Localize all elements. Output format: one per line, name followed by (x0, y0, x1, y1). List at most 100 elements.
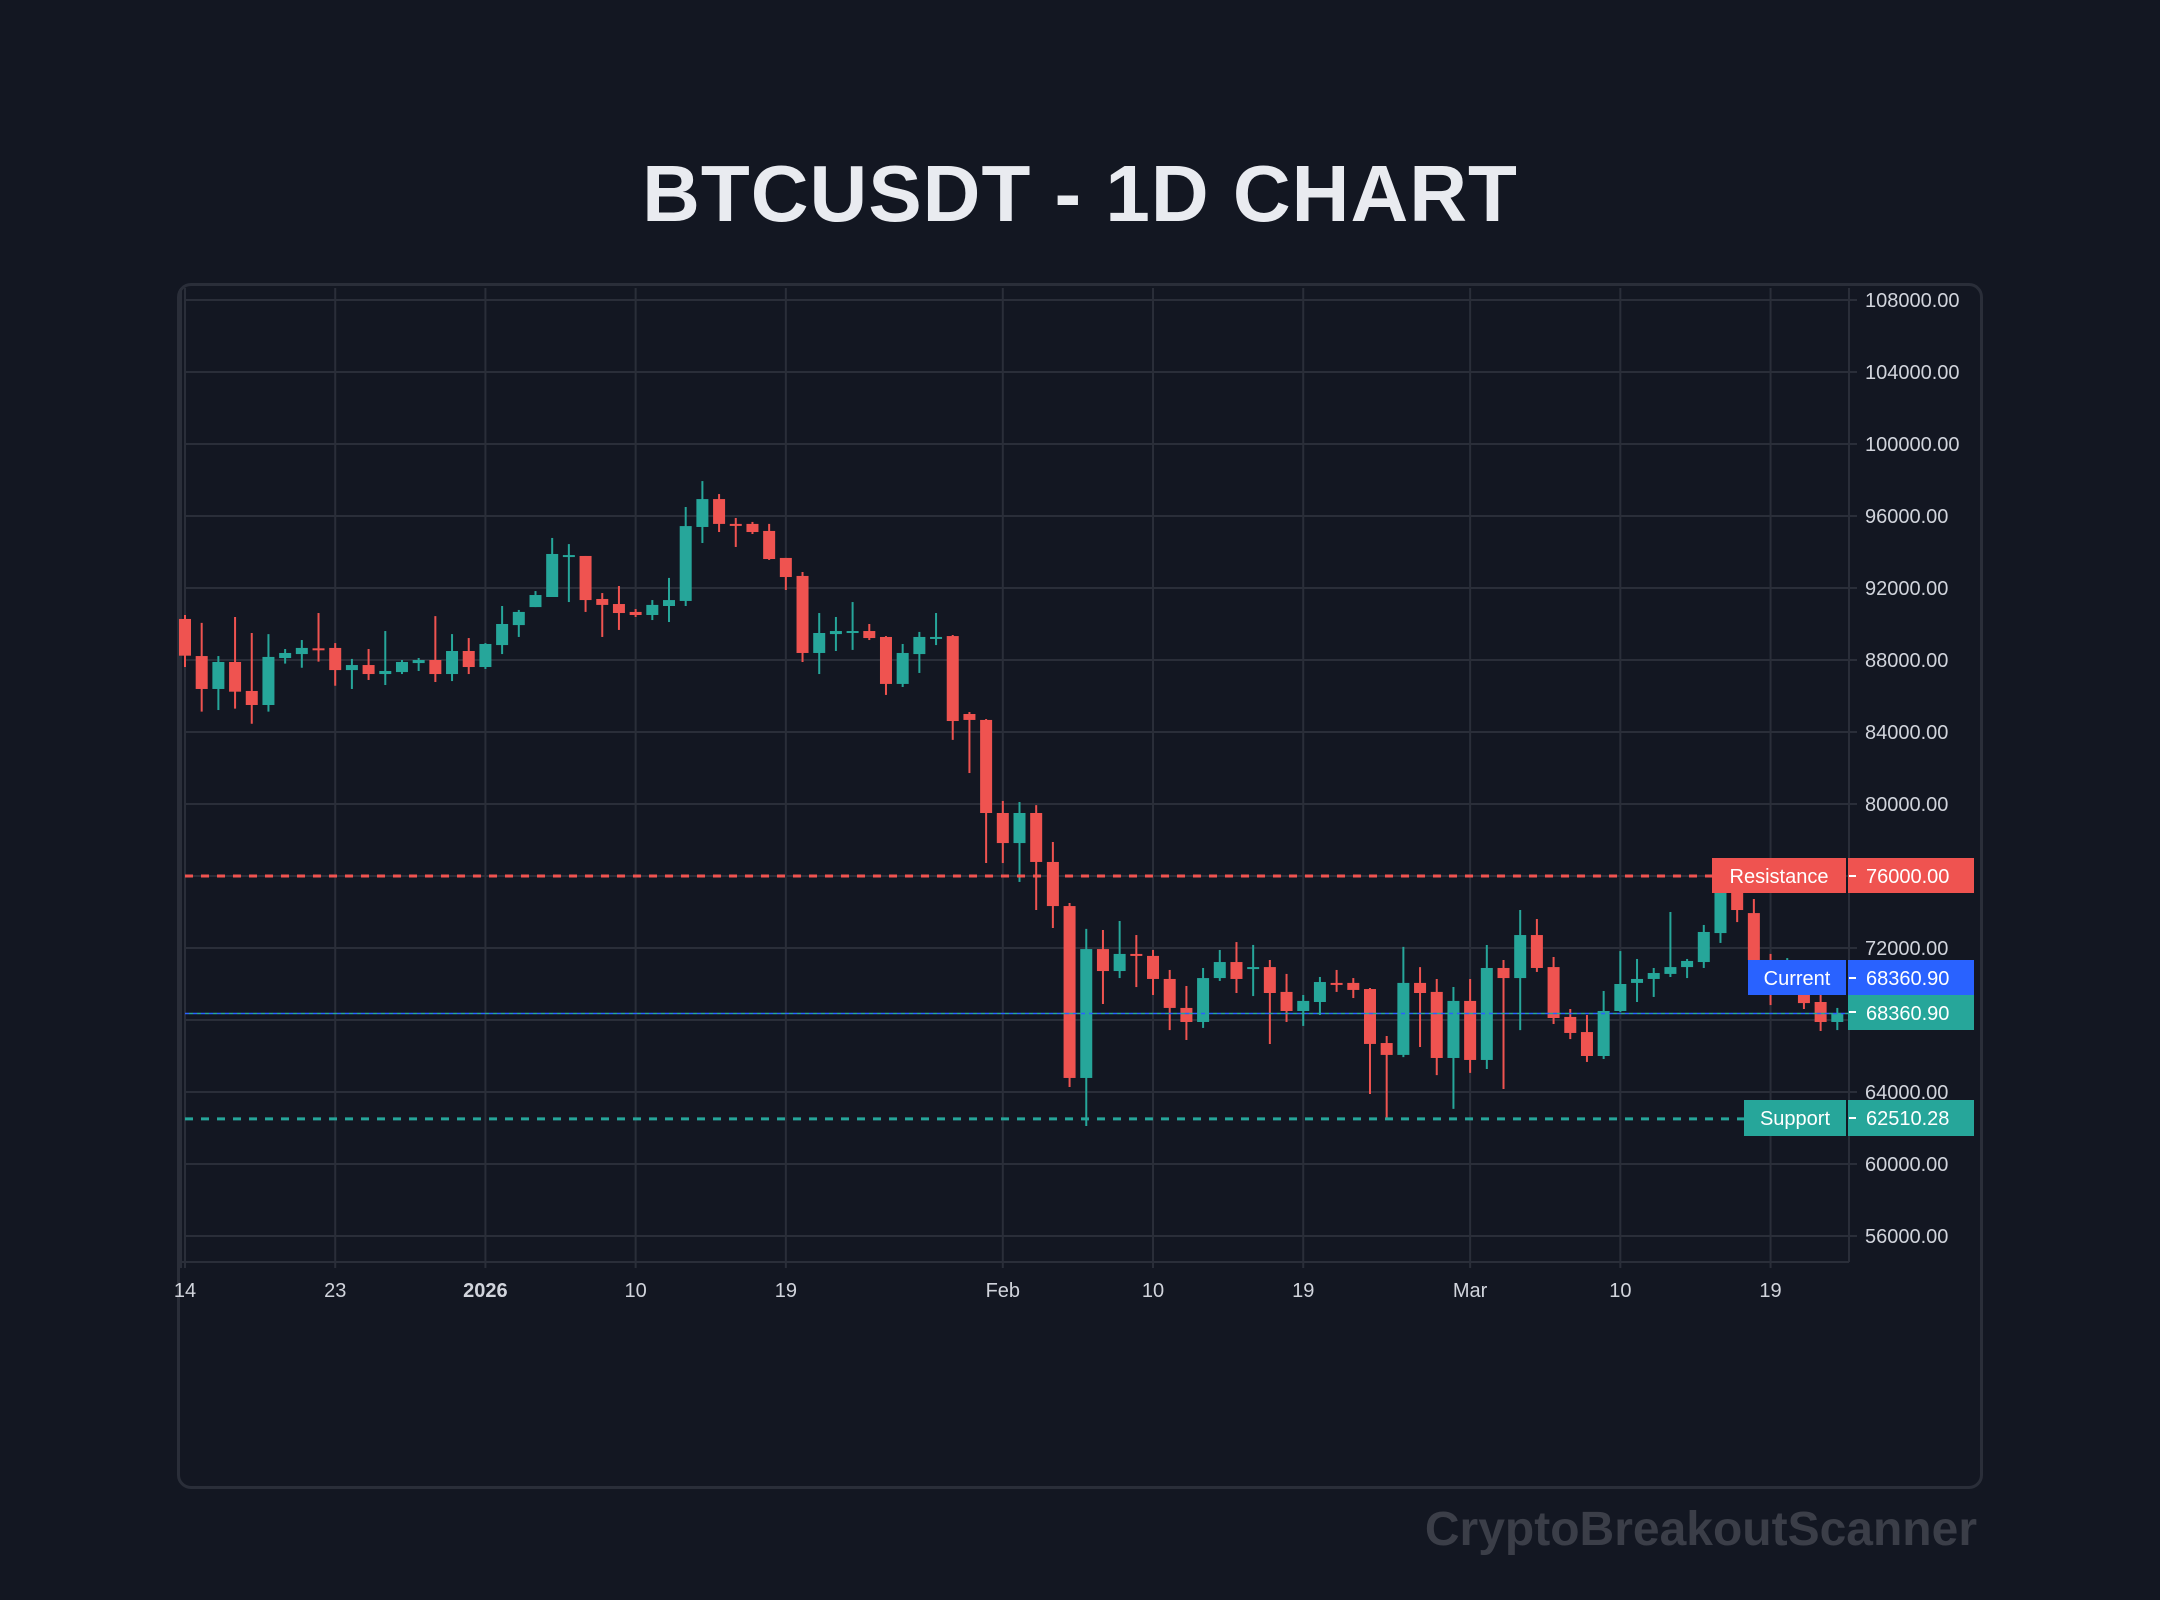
price-axis[interactable]: 108000.00 104000.00 100000.00 96000.00 92000… (1865, 290, 1960, 1248)
candle (763, 523, 776, 560)
x-tick-label: 10 (1609, 1280, 1631, 1302)
candle (1831, 1007, 1844, 1031)
resistance-tag: Resistance 76000.00 (1712, 858, 1974, 893)
candle (1664, 912, 1677, 977)
candle (1697, 924, 1710, 968)
candle (1046, 841, 1059, 929)
last-price: 68360.90 (1866, 1003, 1949, 1025)
y-tick-label: 64000.00 (1865, 1082, 1948, 1104)
candle (179, 615, 191, 668)
candle (646, 600, 659, 621)
candle (846, 602, 859, 650)
current-price: 68360.90 (1866, 968, 1949, 990)
support-label: Support (1760, 1108, 1830, 1130)
candle (612, 586, 625, 630)
candle (1447, 987, 1460, 1109)
candle (1213, 949, 1226, 981)
candle (1597, 991, 1610, 1060)
y-tick-label: 100000.00 (1865, 434, 1960, 456)
level-lines (185, 874, 1849, 1121)
current-tag: Current 68360.90 (1748, 960, 1974, 995)
x-tick-label: 14 (174, 1280, 196, 1302)
last-price-tag: 68360.90 (1848, 995, 1974, 1030)
candle (379, 631, 392, 686)
candle (829, 616, 842, 651)
x-tick-label: 10 (625, 1280, 647, 1302)
candle (562, 544, 575, 603)
y-tick-label: 104000.00 (1865, 362, 1960, 384)
candle (1063, 903, 1076, 1087)
candle (1530, 919, 1543, 972)
candle (329, 643, 342, 686)
y-tick-label: 84000.00 (1865, 722, 1948, 744)
x-tick-label: 19 (1759, 1280, 1781, 1302)
candle (1280, 973, 1293, 1022)
y-tick-label: 60000.00 (1865, 1154, 1948, 1176)
candle (345, 658, 358, 689)
candle (629, 609, 642, 617)
price-tags: Resistance 76000.00 Current 68360.90 683… (1712, 858, 1974, 1136)
support-price: 62510.28 (1866, 1108, 1949, 1130)
candle (1247, 944, 1260, 997)
candle (579, 555, 592, 612)
candle (529, 591, 542, 608)
candle (1263, 960, 1276, 1044)
candle (913, 631, 926, 673)
candle (1397, 946, 1410, 1058)
x-tick-label: Feb (986, 1280, 1020, 1302)
y-tick-label: 92000.00 (1865, 578, 1948, 600)
candle (930, 613, 943, 646)
current-label: Current (1764, 968, 1831, 990)
candle (1814, 989, 1827, 1031)
candle (1030, 805, 1043, 911)
watermark: CryptoBreakoutScanner (1424, 1503, 1977, 1556)
x-tick-label: 19 (775, 1280, 797, 1302)
candle (312, 613, 325, 662)
candle (279, 649, 292, 664)
candle (362, 649, 375, 680)
candle (1313, 976, 1326, 1015)
candle (1080, 928, 1093, 1127)
candle (1681, 958, 1694, 979)
candle (245, 633, 258, 724)
candle (295, 640, 308, 668)
candle (796, 571, 809, 662)
candle (963, 712, 976, 774)
candle (996, 800, 1009, 864)
candle (813, 613, 826, 675)
candle (1614, 951, 1627, 1013)
candle (462, 638, 475, 675)
chart-frame (177, 283, 1983, 1489)
candle (1197, 967, 1210, 1028)
candle (596, 593, 609, 637)
candle (713, 494, 726, 533)
candle (779, 557, 792, 590)
candle (1013, 802, 1026, 882)
candle (696, 481, 709, 543)
candle (946, 634, 959, 740)
y-tick-label: 72000.00 (1865, 938, 1948, 960)
candle (1347, 978, 1360, 999)
candles (179, 481, 1844, 1127)
candle (412, 658, 425, 671)
candle (1230, 942, 1243, 993)
x-tick-label: Mar (1453, 1280, 1488, 1302)
candle (229, 616, 242, 709)
candle (262, 634, 275, 712)
candle (1130, 935, 1143, 988)
candle (1497, 960, 1510, 1089)
candle (446, 634, 459, 682)
candle (1464, 978, 1477, 1073)
time-axis[interactable]: 14 23 2026 10 19 Feb 10 19 Mar 10 19 (174, 1280, 1782, 1302)
y-tick-label: 88000.00 (1865, 650, 1948, 672)
candle (879, 636, 892, 695)
candle (1163, 969, 1176, 1031)
candle (1631, 958, 1644, 1002)
candle (395, 660, 408, 675)
resistance-price: 76000.00 (1866, 866, 1949, 888)
candle (546, 537, 559, 597)
candle (212, 656, 225, 711)
candle (1380, 1036, 1393, 1118)
candle (863, 624, 876, 641)
